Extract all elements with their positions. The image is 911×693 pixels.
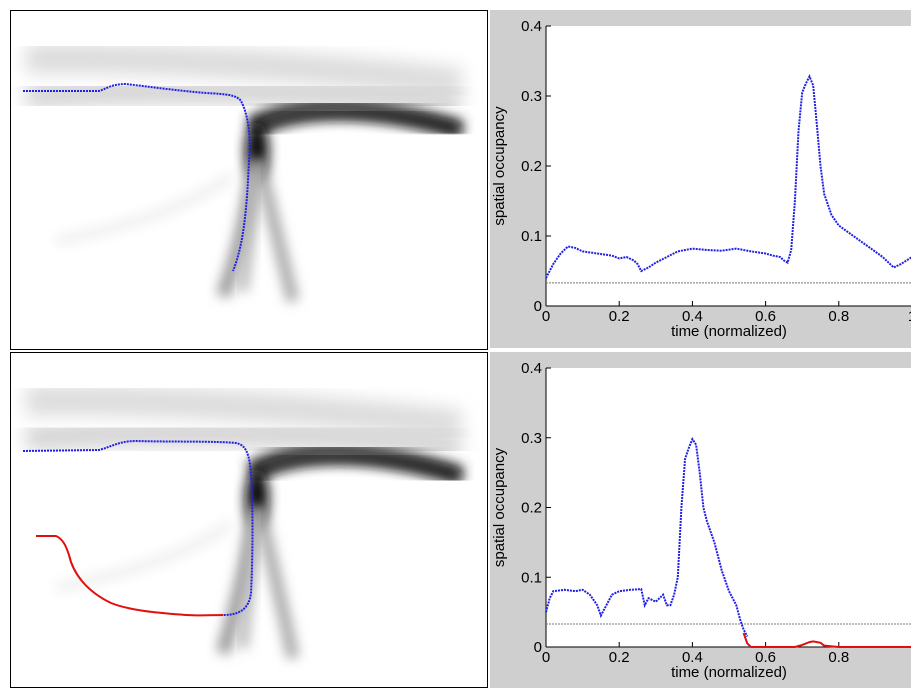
- y-axis-title: spatial occupancy: [491, 106, 508, 226]
- x-tick-label: 0.2: [609, 308, 630, 325]
- plot-area: [546, 26, 911, 306]
- trajectory-red: [36, 535, 224, 617]
- plot-area: [546, 368, 911, 647]
- trajectory-blue: [23, 82, 251, 272]
- y-tick-label: 0.3: [521, 88, 542, 105]
- y-tick-label: 0.1: [521, 569, 542, 586]
- series-blue-line: [545, 74, 911, 279]
- occupancy-chart-top-svg: 0 0.1 0.2 0.3 0.4 0 0.2 0.4 0.6 0.8 1 time (normali…: [491, 18, 911, 340]
- x-tick-label: 0: [542, 649, 550, 666]
- y-tick-label: 0.2: [521, 500, 542, 517]
- x-tick-label: 0.2: [609, 649, 630, 666]
- x-axis-title: time (normalized): [671, 323, 787, 340]
- y-tick-label: 0: [534, 298, 542, 315]
- x-tick-label: 0.4: [682, 308, 703, 325]
- x-tick-label: 0.6: [755, 308, 776, 325]
- y-tick-label: 0.2: [521, 158, 542, 175]
- x-tick-label: 1: [908, 308, 911, 325]
- occupancy-map-bottom-svg: [22, 385, 464, 660]
- series-blue-line: [545, 436, 749, 637]
- occupancy-density: [25, 385, 464, 660]
- occupancy-chart-bottom: 0 0.1 0.2 0.3 0.4 0 0.2 0.4 0.6 0.8 time (normaliz…: [490, 352, 911, 688]
- x-tick-label: 0: [542, 308, 550, 325]
- occupancy-density: [25, 43, 464, 303]
- occupancy-chart-bottom-svg: 0 0.1 0.2 0.3 0.4 0 0.2 0.4 0.6 0.8 time (normaliz…: [491, 360, 911, 681]
- occupancy-chart-top: 0 0.1 0.2 0.3 0.4 0 0.2 0.4 0.6 0.8 1 time (normali…: [490, 10, 911, 348]
- series-red-line: [742, 632, 911, 648]
- y-tick-label: 0.1: [521, 228, 542, 245]
- y-tick-label: 0.4: [521, 18, 542, 35]
- y-tick-label: 0.3: [521, 430, 542, 447]
- x-axis-title: time (normalized): [671, 664, 787, 681]
- occupancy-map-top-svg: [23, 43, 464, 303]
- x-tick-label: 0.8: [828, 308, 849, 325]
- occupancy-map-top: [10, 10, 488, 350]
- y-axis-title: spatial occupancy: [491, 447, 508, 567]
- y-tick-label: 0: [534, 639, 542, 656]
- x-tick-label: 0.4: [682, 649, 703, 666]
- trajectory-blue: [22, 439, 254, 616]
- x-tick-label: 0.6: [755, 649, 776, 666]
- x-tick-label: 0.8: [828, 649, 849, 666]
- occupancy-map-bottom: [10, 352, 488, 688]
- y-tick-label: 0.4: [521, 360, 542, 377]
